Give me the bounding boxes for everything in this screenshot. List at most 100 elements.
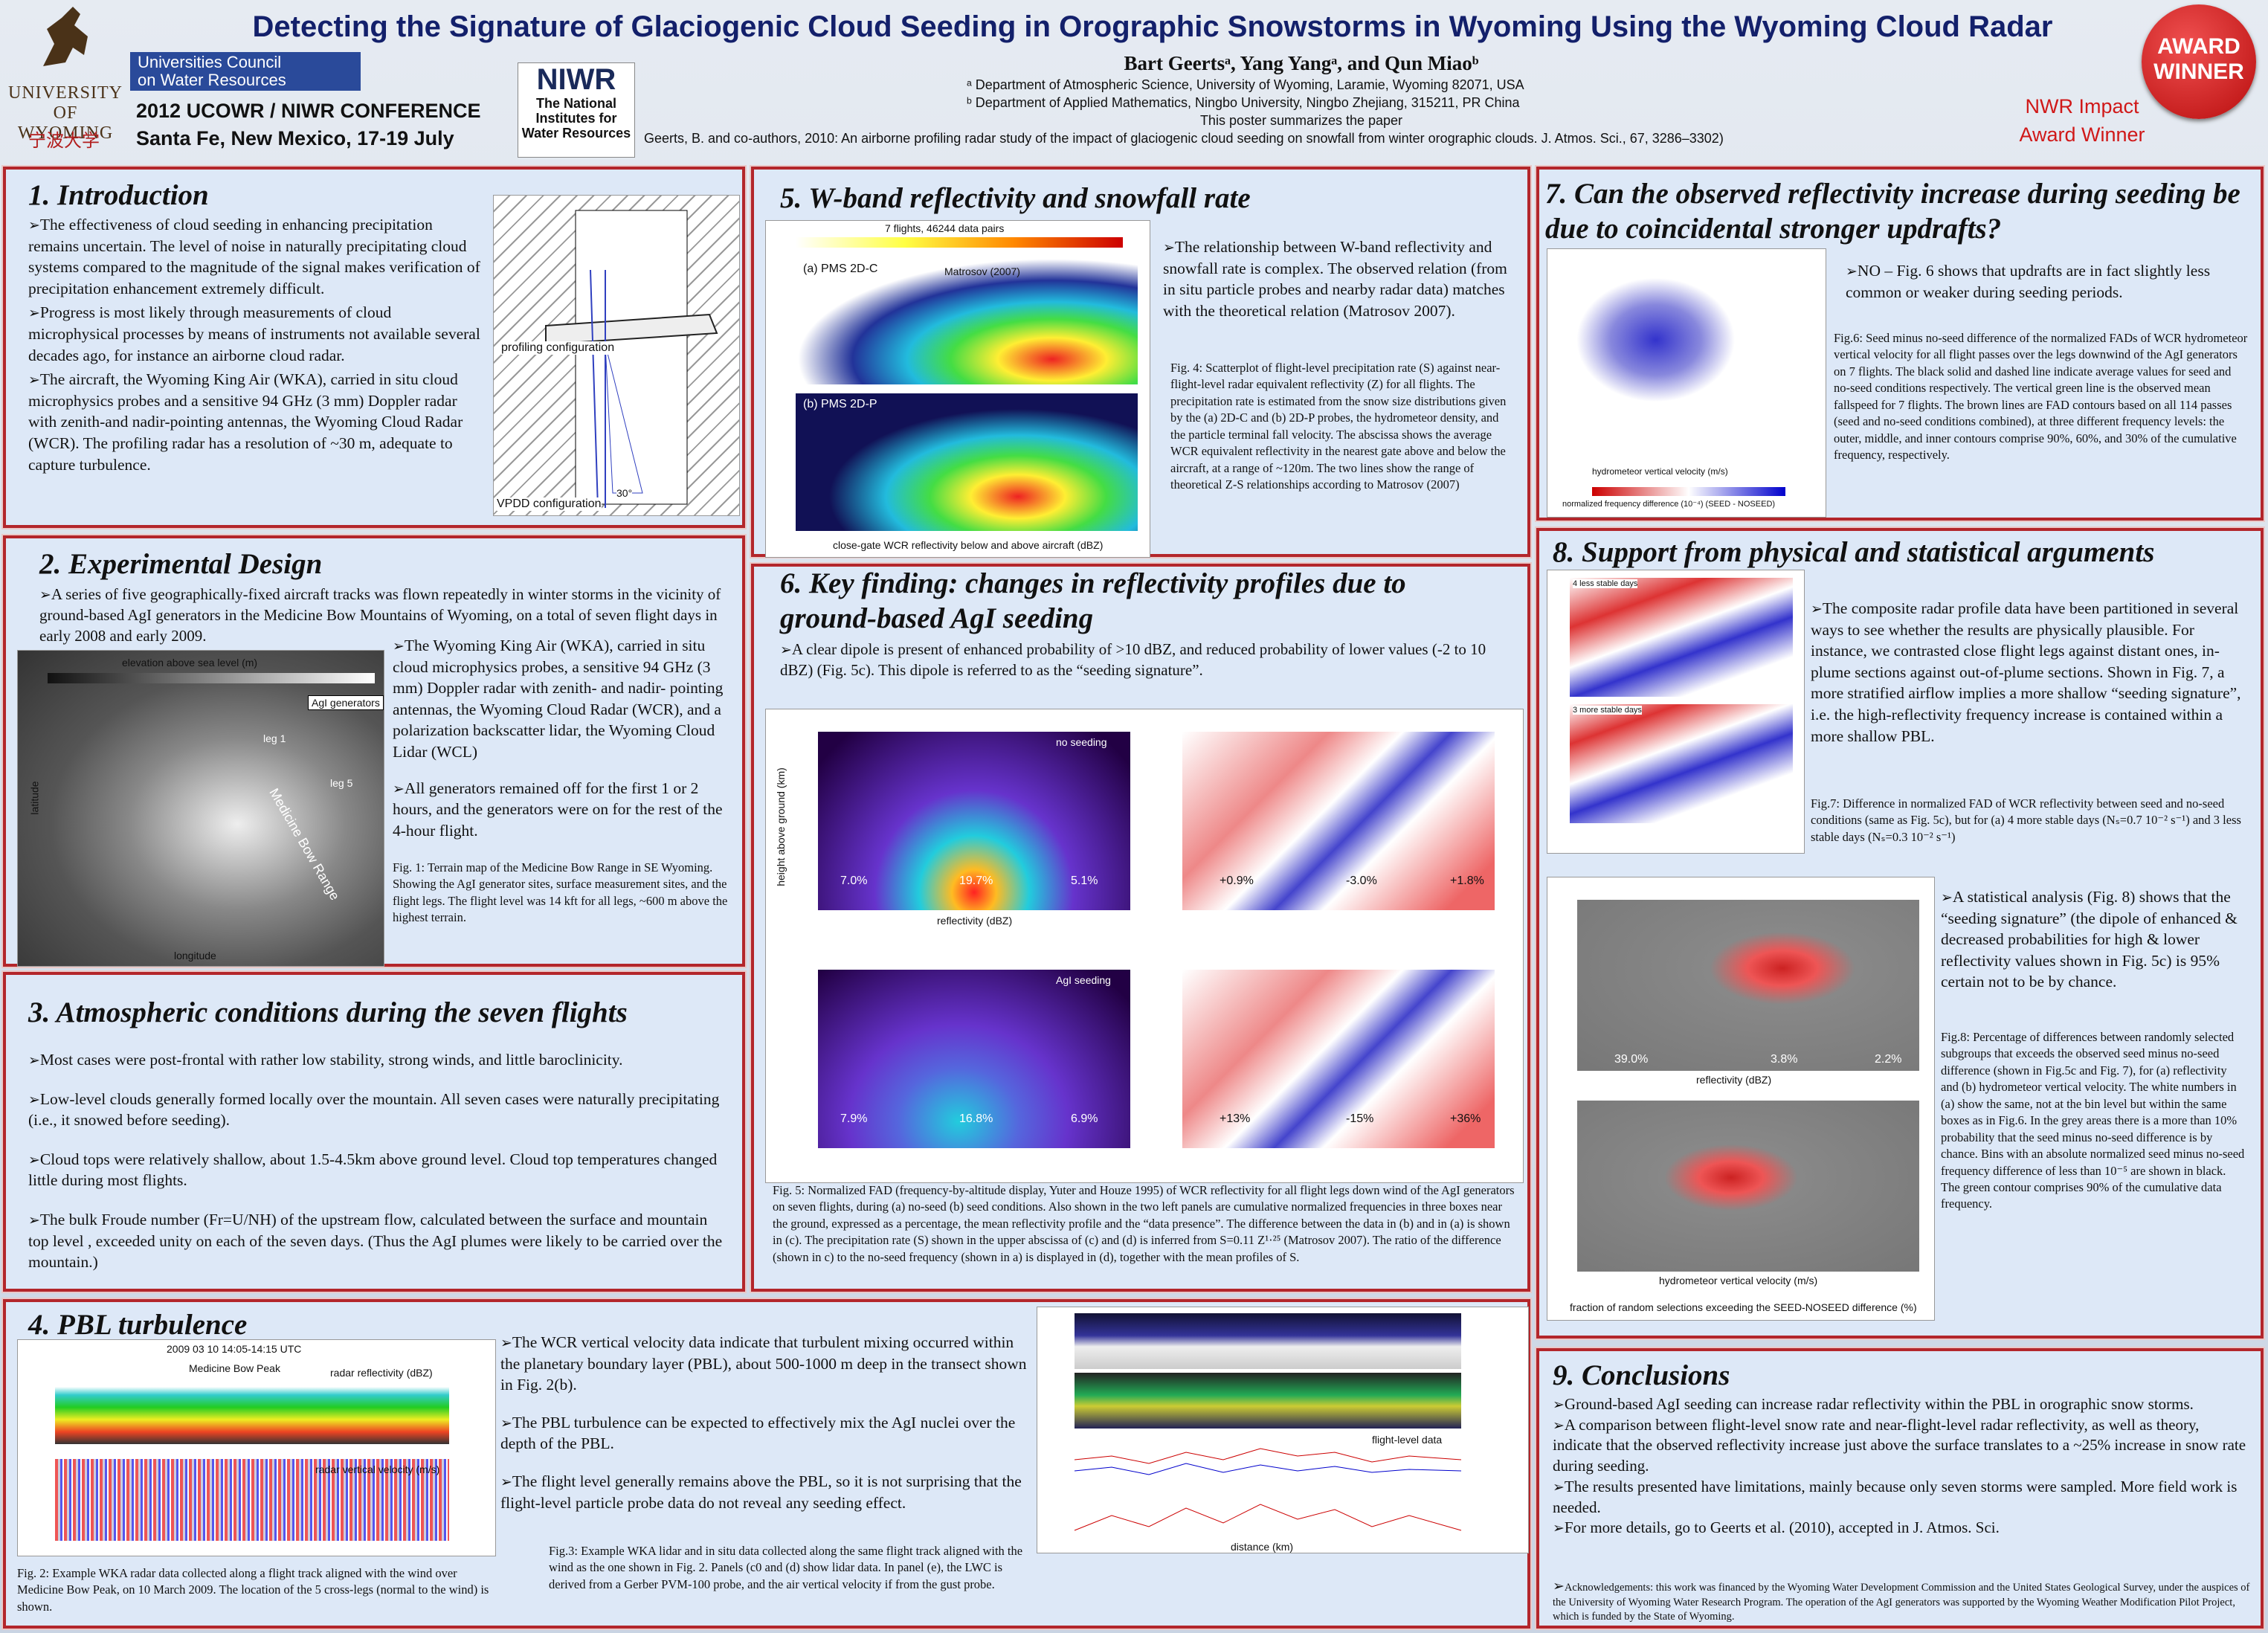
section-heading: 2. Experimental Design [39,548,323,580]
figure-label: no seeding [1056,736,1107,748]
section-heading: 4. PBL turbulence [28,1309,248,1341]
figure-z-s-scatter: 7 flights, 46244 data pairs (a) PMS 2D-C… [765,220,1150,558]
figure-caption: Fig. 5: Normalized FAD (frequency-by-alt… [773,1183,1515,1264]
figure-label: elevation above sea level (m) [122,657,258,669]
figure-label: 5.1% [1071,875,1098,887]
section-text: A clear dipole is present of enhanced pr… [780,640,1520,684]
figure-radar-transect: 2009 03 10 14:05-14:15 UTC Medicine Bow … [17,1339,496,1556]
paragraph: The PBL turbulence can be expected to ef… [500,1412,1032,1455]
section-experimental-design: 2. Experimental Design A series of five … [3,535,745,967]
section-conclusions: 9. Conclusions Ground-based AgI seeding … [1536,1348,2264,1629]
scatter-panel-a [796,258,1138,384]
stability-panel-a [1570,578,1793,697]
fad-panel-d [1182,970,1495,1148]
place: Santa Fe, New Mexico, 17-19 July [136,127,454,149]
section-text: The relationship between W-band reflecti… [1163,236,1516,324]
paper-reference: Geerts, B. and co-authors, 2010: An airb… [644,131,1724,146]
paragraph: A clear dipole is present of enhanced pr… [780,640,1520,681]
figure-label: AgI generators [308,695,384,710]
ucowr-line: on Water Resources [138,71,286,89]
paragraph: Most cases were post-frontal with rather… [28,1049,731,1071]
statistics-panel-b [1577,1101,1919,1272]
figure-label: 3.8% [1771,1053,1798,1066]
figure-label: reflectivity (dBZ) [937,915,1013,927]
university-line: OF WYOMING [17,103,114,143]
figure-label: 3 more stable days [1573,706,1642,715]
section-text: The composite radar profile data have be… [1811,598,2246,750]
section-text: Ground-based AgI seeding can increase ra… [1553,1394,2252,1539]
paragraph: A series of five geographically-fixed ai… [39,584,724,647]
figure-label: +0.9% [1220,875,1254,887]
ningbo-logo-text: 宁波大学 [28,132,100,151]
aircraft-sketch [545,210,718,509]
figure-label: longitude [174,950,216,962]
section-text: A statistical analysis (Fig. 8) shows th… [1941,886,2249,996]
figure-caption: Fig.6: Seed minus no-seed difference of … [1834,331,2248,463]
paragraph: The Wyoming King Air (WKA), carried in s… [393,635,736,763]
insitu-traces [1074,1448,1462,1531]
figure-label: latitude [28,781,41,815]
award-note-line: NWR Impact [2025,95,2139,117]
figure-lidar-insitu: flight-level data distance (km) [1037,1307,1529,1553]
paper-note: This poster summarizes the paper [1199,113,1403,128]
paragraph: A statistical analysis (Fig. 8) shows th… [1941,886,2249,993]
section-heading: 7. Can the observed reflectivity increas… [1545,178,2240,245]
figure-caption: Fig.7: Difference in normalized FAD of W… [1811,796,2241,844]
figure-label: 2009 03 10 14:05-14:15 UTC [167,1343,302,1355]
figure-caption: Fig.8: Percentage of differences between… [1941,1030,2245,1211]
section-text: A series of five geographically-fixed ai… [39,584,724,650]
section-heading: 8. Support from physical and statistical… [1553,536,2155,568]
figure-label: normalized frequency difference (10⁻⁴) (… [1562,500,1776,509]
paragraph: A comparison between flight-level snow r… [1553,1415,2252,1477]
figure-label: (b) PMS 2D-P [803,398,877,410]
figure-terrain-map: elevation above sea level (m) AgI genera… [17,650,384,967]
section-heading: 1. Introduction [28,179,209,211]
paragraph: All generators remained off for the firs… [393,778,736,842]
figure-label: height above ground (km) [774,767,787,886]
university-line: UNIVERSITY [8,83,123,103]
figure-label: -3.0% [1346,875,1377,887]
figure-label: radar reflectivity (dBZ) [330,1367,433,1379]
fad-panel-a [818,732,1130,910]
figure-stability-fad: 4 less stable days 3 more stable days [1547,570,1805,854]
section-heading: 6. Key finding: changes in reflectivity … [780,567,1406,634]
award-line: AWARD [2157,34,2240,59]
figure-caption: Fig. 1: Terrain map of the Medicine Bow … [393,860,728,925]
paragraph: Low-level clouds generally formed locall… [28,1089,731,1131]
poster-title: Detecting the Signature of Glaciogenic C… [252,10,2053,43]
figure-label: 6.9% [1071,1112,1098,1125]
frequency-colorbar [796,237,1123,248]
figure-caption: Fig. 2: Example WKA radar data collected… [17,1566,489,1614]
section-introduction: 1. Introduction The effectiveness of clo… [3,167,745,528]
conference: 2012 UCOWR / NIWR CONFERENCE [136,100,481,122]
figure-label: VPDD configuration [497,497,602,511]
figure-label: 7.9% [840,1112,868,1125]
figure-label: 19.7% [959,875,993,887]
figure-label: fraction of random selections exceeding … [1570,1301,1917,1313]
figure-label: +13% [1220,1112,1251,1125]
paragraph: The results presented have limitations, … [1553,1477,2252,1518]
section-text: The WCR vertical velocity data indicate … [500,1332,1032,1516]
paragraph: The effectiveness of cloud seeding in en… [28,214,482,299]
paragraph: The relationship between W-band reflecti… [1163,236,1516,321]
niwr-line: Water Resources [521,126,631,141]
figure-aircraft-diagram: profiling configuration VPDD configurati… [493,195,740,516]
figure-label: radar vertical velocity (m/s) [315,1463,440,1475]
figure-label: reflectivity (dBZ) [1696,1074,1772,1086]
figure-label: close-gate WCR reflectivity below and ab… [833,539,1104,551]
affiliation: ᵃ Department of Atmospheric Science, Uni… [967,77,1524,92]
section-updrafts: 7. Can the observed reflectivity increas… [1536,167,2264,521]
award-note: NWR Impact Award Winner [2008,92,2156,149]
niwr-line: Institutes for [535,111,617,126]
figure-label: Medicine Bow Peak [189,1362,280,1374]
paragraph: The WCR vertical velocity data indicate … [500,1332,1032,1396]
fad-panel-c [1182,732,1495,910]
figure-label: leg 5 [330,777,353,789]
paragraph: The bulk Froude number (Fr=U/NH) of the … [28,1209,731,1273]
section-heading: 9. Conclusions [1553,1359,1730,1391]
bucking-horse-icon [43,7,88,66]
elevation-colorbar [48,673,375,683]
ucowr-line: Universities Council [138,53,282,71]
figure-label: +1.8% [1450,875,1484,887]
